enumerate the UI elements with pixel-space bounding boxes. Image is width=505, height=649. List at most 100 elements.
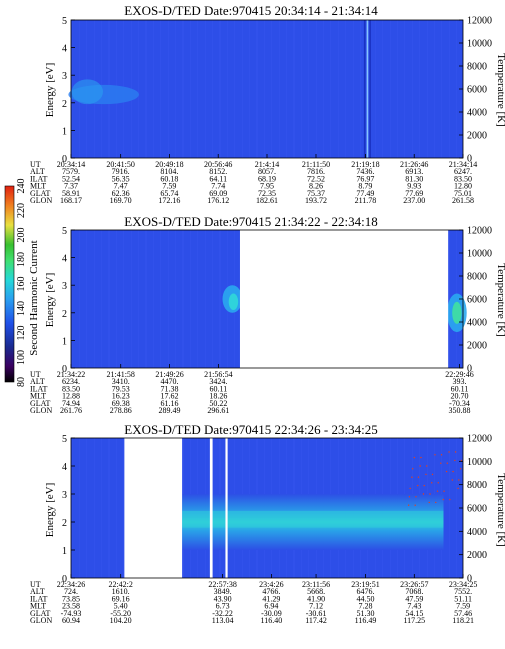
spectrogram-streak <box>412 20 413 158</box>
vertical-spike <box>366 20 369 158</box>
energy-enhancement <box>228 293 239 311</box>
orbit-value: 724. <box>64 587 78 596</box>
y-tick-label: 3 <box>62 71 67 82</box>
orbit-value: 62.36 <box>112 189 130 198</box>
spectrogram-streak <box>427 20 428 158</box>
data-point <box>454 459 456 462</box>
panel-3-plot-area <box>71 438 463 578</box>
energy-band-core <box>182 510 444 528</box>
spectrogram-streak <box>212 230 213 368</box>
spectrogram-streak <box>94 438 95 578</box>
spectrogram-streak <box>375 20 376 158</box>
orbit-value: 8152. <box>209 167 227 176</box>
spectrogram-streak <box>404 20 405 158</box>
orbit-value: 75.01 <box>454 189 472 198</box>
orbit-row-label: MLT <box>30 392 46 401</box>
orbit-value: 7.74 <box>211 182 225 191</box>
spectrogram-streak <box>456 20 457 158</box>
data-point <box>442 498 444 501</box>
spectrogram-streak <box>441 20 442 158</box>
orbit-value: 23:11:56 <box>302 580 330 589</box>
y2-tick-label: 12000 <box>467 434 492 445</box>
orbit-value: 21:49:26 <box>155 370 183 379</box>
colorbar-tick-label: 220 <box>16 203 27 218</box>
orbit-value: 43.90 <box>214 594 232 603</box>
y-tick-label: 3 <box>62 281 67 292</box>
spectrogram-streak <box>323 20 324 158</box>
orbit-row-label: ALT <box>30 167 45 176</box>
data-point <box>414 504 416 506</box>
y-tick-label: 1 <box>62 546 67 557</box>
orbit-row-label: ALT <box>30 377 45 386</box>
orbit-row-label: UT <box>30 160 41 169</box>
y-tick-label: 1 <box>62 336 67 347</box>
panel-2-y2label: Temperature [K] <box>495 263 505 336</box>
orbit-value: -30.09 <box>261 609 282 618</box>
spectrogram-streak <box>138 230 139 368</box>
data-point <box>422 493 425 495</box>
orbit-value: 69.16 <box>112 594 130 603</box>
y2-tick-label: 8000 <box>467 272 487 283</box>
data-point <box>440 462 442 464</box>
spectrogram-streak <box>197 20 198 158</box>
orbit-value: 73.85 <box>62 594 80 603</box>
spectrogram-streak <box>212 20 213 158</box>
spectrogram-streak <box>197 230 198 368</box>
spectrogram-streak <box>190 20 191 158</box>
y2-tick-label: 4000 <box>467 318 487 329</box>
spectrogram-streak <box>316 20 317 158</box>
y2-tick-label: 10000 <box>467 249 492 260</box>
orbit-value: 193.72 <box>305 196 327 205</box>
spectrogram-streak <box>108 438 109 578</box>
y-tick-label: 5 <box>62 226 67 237</box>
orbit-value: 169.70 <box>110 196 132 205</box>
panel-2-ylabel: Energy [eV] <box>44 273 56 327</box>
spectrogram-streak <box>190 230 191 368</box>
orbit-value: 22:42:2 <box>108 580 132 589</box>
spectrogram-streak <box>220 20 221 158</box>
orbit-value: 116.40 <box>261 616 283 625</box>
orbit-value: 57.46 <box>454 609 472 618</box>
orbit-value: 7.43 <box>407 602 421 611</box>
orbit-value: 7.59 <box>162 182 176 191</box>
orbit-value: 6.94 <box>264 602 278 611</box>
colorbar-tick-label: 120 <box>16 326 27 341</box>
spectrogram-streak <box>79 438 80 578</box>
spectrogram-streak <box>160 20 161 158</box>
spectrogram-streak <box>72 230 73 368</box>
orbit-value: 7.12 <box>309 602 323 611</box>
spectrogram-streak <box>293 20 294 158</box>
data-point <box>451 479 454 481</box>
colorbar-label: Second Harmonic Current <box>28 240 40 355</box>
panel-1-y2label: Temperature [K] <box>495 53 505 126</box>
data-point <box>449 498 451 501</box>
data-point <box>428 501 430 504</box>
no-data-gap <box>239 230 449 368</box>
colorbar-tick-label: 80 <box>16 377 27 387</box>
orbit-value: 7.28 <box>359 602 373 611</box>
orbit-value: 116.49 <box>355 616 377 625</box>
orbit-value: 77.69 <box>405 189 423 198</box>
orbit-value: 118.21 <box>452 616 474 625</box>
orbit-value: 261.76 <box>60 406 82 415</box>
data-point <box>417 476 420 478</box>
y2-tick-label: 8000 <box>467 480 487 491</box>
y-tick-label: 4 <box>62 462 67 473</box>
spectrogram-streak <box>257 20 258 158</box>
orbit-value: 76.97 <box>356 174 374 183</box>
spectrogram-streak <box>264 20 265 158</box>
spectrogram-streak <box>146 20 147 158</box>
data-point <box>457 487 459 490</box>
y2-tick-label: 12000 <box>467 226 492 237</box>
spectrogram-streak <box>153 20 154 158</box>
spectrogram-streak <box>145 20 146 158</box>
orbit-value: 211.78 <box>355 196 377 205</box>
orbit-value: 71.38 <box>161 384 179 393</box>
spectrogram-streak <box>205 230 206 368</box>
orbit-value: 7816. <box>307 167 325 176</box>
spectrogram-streak <box>286 20 287 158</box>
orbit-value: 393. <box>453 377 467 386</box>
orbit-value: 182.61 <box>256 196 278 205</box>
spectrogram-streak <box>86 230 87 368</box>
y2-tick-label: 4000 <box>467 527 487 538</box>
